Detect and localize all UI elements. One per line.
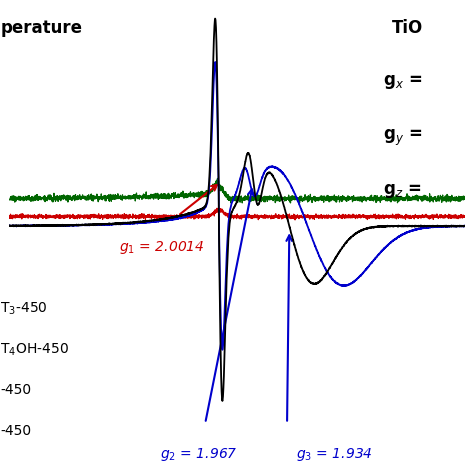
Text: g$_y$ =: g$_y$ = bbox=[383, 128, 422, 148]
Text: perature: perature bbox=[0, 18, 82, 36]
Text: TiO: TiO bbox=[392, 18, 423, 36]
Text: -450: -450 bbox=[0, 383, 31, 397]
Text: g$_2$ = 1.967: g$_2$ = 1.967 bbox=[160, 447, 237, 463]
Text: g$_3$ = 1.934: g$_3$ = 1.934 bbox=[296, 447, 373, 463]
Text: g$_x$ =: g$_x$ = bbox=[383, 73, 422, 91]
Text: T$_3$-450: T$_3$-450 bbox=[0, 301, 48, 317]
Text: g$_1$ = 2.0014: g$_1$ = 2.0014 bbox=[118, 238, 204, 255]
Text: T$_4$OH-450: T$_4$OH-450 bbox=[0, 342, 69, 358]
Text: -450: -450 bbox=[0, 424, 31, 438]
Text: g$_z$ =: g$_z$ = bbox=[383, 182, 421, 201]
